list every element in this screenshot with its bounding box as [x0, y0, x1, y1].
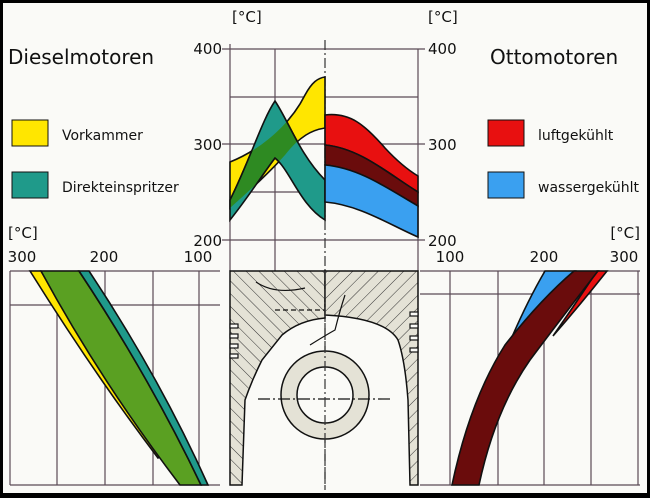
- bottom-left-tick-200: 200: [90, 248, 119, 266]
- top-right-unit: [°C]: [428, 8, 458, 26]
- top-left-tick-400: 400: [193, 40, 222, 58]
- top-left-unit: [°C]: [232, 8, 262, 26]
- direkteinspritzer-band-bottom: [77, 270, 210, 486]
- top-right-tick-400: 400: [428, 40, 457, 58]
- wassergekuehlt-band-top: [324, 164, 419, 239]
- bottom-right-unit: [°C]: [610, 224, 640, 242]
- legend-swatch-wassergekuehlt: [487, 171, 525, 199]
- bottom-left-tick-100: 100: [184, 248, 213, 266]
- legend-swatch-luftgekuehlt: [487, 119, 525, 147]
- bottom-right-tick-300: 300: [610, 248, 639, 266]
- legend-swatch-direkteinspritzer: [11, 171, 49, 199]
- legend-label-direkteinspritzer: Direkteinspritzer: [62, 180, 179, 196]
- top-left-tick-200: 200: [193, 232, 222, 250]
- top-right-tick-200: 200: [428, 232, 457, 250]
- otto-title: Ottomotoren: [490, 45, 618, 69]
- top-left-tick-300: 300: [193, 136, 222, 154]
- legend-label-luftgekuehlt: luftgekühlt: [538, 128, 614, 144]
- legend-label-wassergekuehlt: wassergekühlt: [538, 180, 640, 196]
- diesel-title: Dieselmotoren: [8, 45, 154, 69]
- luftgekuehlt-band-bottom: [552, 270, 609, 337]
- piston-cross-section: [229, 270, 419, 490]
- bottom-right-tick-200: 200: [530, 248, 559, 266]
- bottom-left-tick-300: 300: [8, 248, 37, 266]
- legend-label-vorkammer: Vorkammer: [62, 128, 143, 144]
- bottom-left-unit: [°C]: [8, 224, 38, 242]
- bottom-right-tick-100: 100: [436, 248, 465, 266]
- top-right-tick-300: 300: [428, 136, 457, 154]
- overlap-band-otto-bottom: [451, 270, 600, 486]
- legend-swatch-vorkammer: [11, 119, 49, 147]
